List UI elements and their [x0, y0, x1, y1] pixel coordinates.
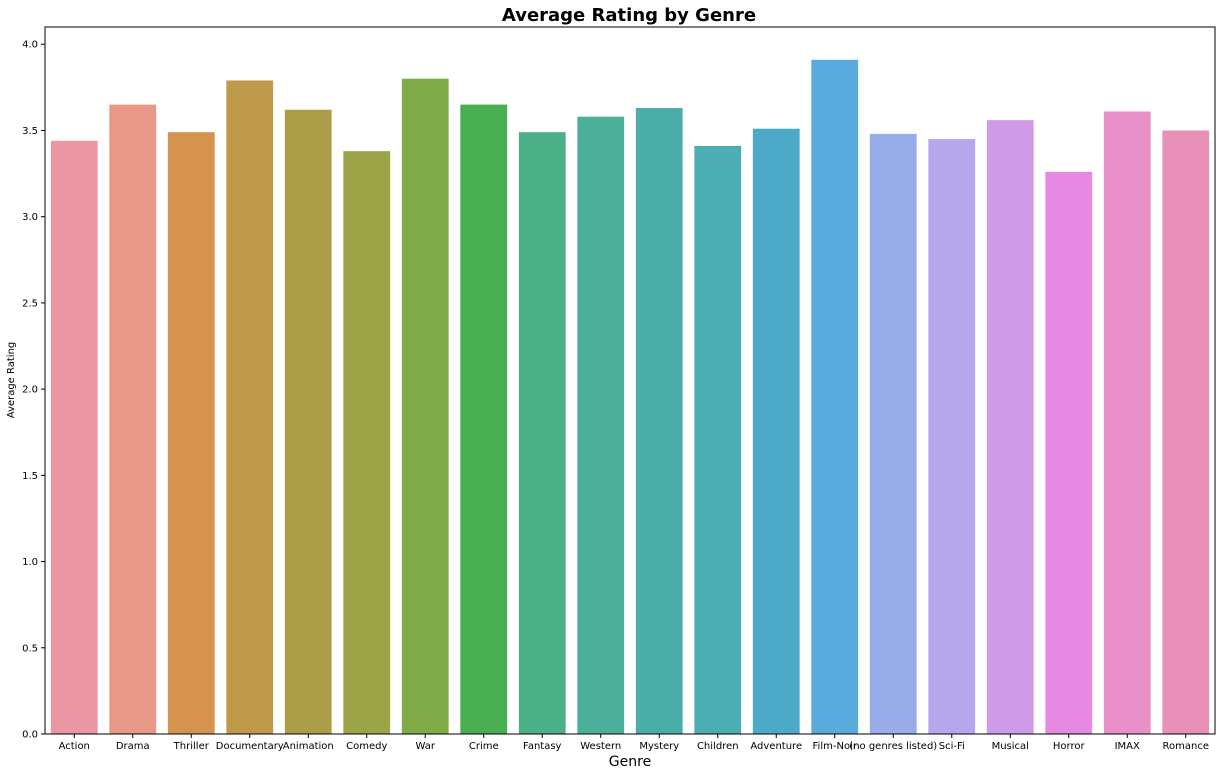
y-tick-label: 1.5 [22, 471, 38, 482]
bar-mystery [635, 108, 683, 735]
bar-thriller [167, 132, 215, 734]
y-tick-label: 4.0 [22, 40, 38, 51]
x-tick-label: Western [580, 741, 621, 752]
x-tick-label: Action [59, 741, 90, 752]
x-tick-label: Horror [1053, 741, 1086, 752]
bar-horror [1045, 171, 1093, 735]
x-tick-label: Thriller [173, 741, 210, 752]
x-tick-label: Drama [116, 741, 150, 752]
chart-title: Average Rating by Genre [502, 5, 756, 26]
x-tick-label: Children [697, 741, 739, 752]
bar-sci-fi [928, 139, 976, 734]
x-tick-label: Comedy [346, 741, 387, 752]
x-tick-label: Crime [469, 741, 499, 752]
bar-action [50, 140, 98, 734]
bar-film-noir [811, 59, 859, 734]
bar-imax [1103, 111, 1151, 735]
x-tick-label: Documentary [216, 741, 284, 752]
y-tick-label: 1.0 [22, 557, 38, 568]
bars-group [50, 59, 1210, 735]
y-tick-label: 3.0 [22, 212, 38, 223]
x-tick-label: Adventure [750, 741, 802, 752]
y-axis: 0.0 0.5 1.0 1.5 2.0 2.5 3.0 3.5 4.0 [22, 40, 45, 741]
y-tick-label: 0.5 [22, 643, 38, 654]
y-tick-label: 3.5 [22, 126, 38, 137]
x-tick-label: (no genres listed) [849, 741, 937, 752]
x-tick-label: Mystery [639, 741, 679, 752]
bar-war [401, 78, 449, 735]
plot-frame [44, 26, 1216, 735]
x-axis-label: Genre [609, 754, 651, 770]
bar-animation [284, 109, 332, 734]
x-axis: Action Drama Thriller Documentary Animation C… [59, 734, 1209, 752]
x-tick-label: Musical [992, 741, 1029, 752]
bar-comedy [343, 151, 391, 734]
bar-musical [986, 120, 1034, 735]
y-tick-label: 0.0 [22, 730, 38, 741]
bar-crime [460, 104, 508, 735]
x-tick-label: Sci-Fi [939, 741, 965, 752]
bar-drama [109, 104, 157, 735]
x-tick-label: Film-Noir [813, 741, 858, 752]
bar-no-genres-listed [869, 133, 917, 734]
y-tick-label: 2.0 [22, 385, 38, 396]
bar-western [577, 116, 625, 735]
y-tick-label: 2.5 [22, 298, 38, 309]
bar-documentary [226, 80, 274, 734]
bar-fantasy [518, 132, 566, 734]
bar-children [694, 145, 742, 735]
bar-romance [1162, 130, 1210, 735]
y-axis-label: Average Rating [6, 342, 17, 418]
x-tick-label: IMAX [1115, 741, 1140, 752]
x-tick-label: Romance [1163, 741, 1209, 752]
x-tick-label: Fantasy [523, 741, 562, 752]
x-tick-label: Animation [283, 741, 334, 752]
x-tick-label: War [416, 741, 436, 752]
bar-adventure [752, 128, 800, 735]
